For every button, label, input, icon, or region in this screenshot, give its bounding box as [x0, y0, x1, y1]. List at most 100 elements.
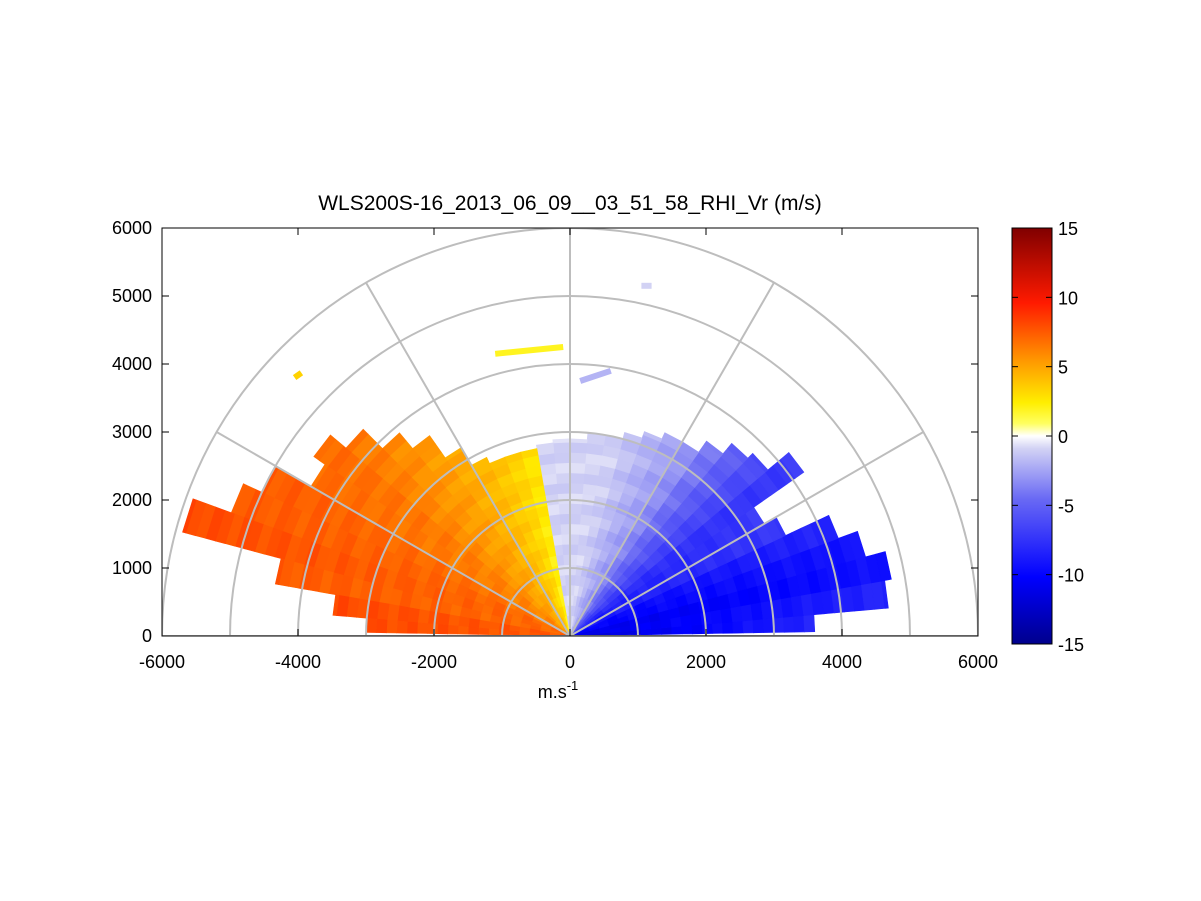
range-gate-cell: [447, 614, 460, 627]
y-tick-label: 3000: [112, 422, 152, 442]
range-gate-cell: [691, 624, 703, 635]
range-gate-cell: [406, 621, 418, 634]
y-tick-label: 4000: [112, 354, 152, 374]
colorbar-tick-label: -10: [1058, 566, 1084, 586]
range-gate-cell: [803, 614, 816, 633]
velocity-sector: [569, 440, 724, 636]
range-gate-cell: [726, 442, 749, 464]
range-gate-cell: [752, 618, 765, 634]
x-axis-label-base: m.s: [538, 682, 567, 702]
range-gate-cell: [819, 514, 839, 543]
isolated-echo: [579, 367, 612, 384]
range-gate-cell: [847, 530, 866, 560]
range-gate-cell: [518, 631, 530, 636]
velocity-sector: [382, 432, 571, 636]
range-gate-cell: [457, 625, 469, 635]
x-tick-label: -6000: [139, 652, 185, 672]
range-gate-cell: [561, 543, 571, 556]
range-gate-cell: [711, 622, 724, 634]
range-gate-cell: [578, 523, 590, 536]
y-tick-label: 1000: [112, 558, 152, 578]
azimuth-spoke: [569, 282, 775, 636]
range-gate-cell: [498, 629, 510, 636]
isolated-echoes: [292, 282, 652, 384]
y-tick-label: 0: [142, 626, 152, 646]
range-gate-cell: [780, 451, 805, 479]
azimuth-spoke: [365, 282, 571, 636]
velocity-sector: [569, 442, 749, 636]
colorbar-tick-label: 0: [1058, 427, 1068, 447]
range-gate-cell: [569, 438, 588, 444]
range-gate-cell: [580, 503, 594, 516]
x-tick-label: 2000: [686, 652, 726, 672]
range-gate-cell: [569, 543, 579, 556]
range-gate-cell: [427, 610, 440, 625]
x-tick-label: 0: [565, 652, 575, 672]
range-gate-cell: [437, 624, 449, 635]
range-gate-cell: [569, 452, 587, 464]
velocity-sector: [261, 465, 571, 636]
azimuth-spoke: [216, 431, 571, 636]
range-gate-cell: [749, 452, 769, 473]
range-gate-cell: [554, 462, 571, 474]
isolated-echo: [494, 344, 564, 357]
range-gate-cell: [508, 630, 520, 636]
range-gate-cell: [690, 612, 703, 626]
range-gate-cell: [722, 621, 734, 634]
range-gate-cell: [582, 483, 597, 496]
range-gate-cell: [560, 533, 571, 545]
range-gate-cell: [569, 482, 584, 495]
range-gate-cell: [552, 441, 571, 454]
velocity-sector: [313, 434, 571, 636]
range-gate-cell: [332, 594, 340, 616]
range-gate-cell: [710, 609, 723, 624]
range-gate-cell: [543, 483, 558, 496]
range-gate-cell: [535, 442, 555, 456]
velocity-sector: [332, 594, 571, 636]
range-gate-cell: [569, 523, 581, 535]
range-gate-cell: [544, 493, 559, 506]
y-axis-ticks: 0 1000 2000 3000 4000 5000 6000: [112, 218, 978, 646]
velocity-sector: [569, 452, 769, 636]
range-gate-cell: [704, 440, 724, 457]
colorbar-tick-label: 5: [1058, 358, 1068, 378]
velocity-sector: [569, 432, 643, 636]
azimuth-spoke: [569, 431, 924, 636]
x-tick-label: -4000: [275, 652, 321, 672]
x-axis-ticks: -6000 -4000 -2000 0 2000 4000 6000: [139, 228, 998, 672]
range-gate-cell: [457, 616, 470, 628]
range-gate-cell: [557, 492, 571, 505]
range-gate-cell: [576, 544, 587, 556]
range-gate-cell: [555, 472, 571, 484]
range-gate-cell: [477, 627, 490, 635]
velocity-sector: [230, 483, 571, 636]
range-gate-cell: [556, 482, 571, 495]
plot-area: -6000 -4000 -2000 0 2000 4000 6000 0 1000 2000 30…: [112, 218, 998, 672]
colorbar-tick-label: -5: [1058, 496, 1074, 516]
range-gate-cell: [552, 438, 571, 444]
range-gate-cell: [569, 472, 585, 484]
range-gate-cell: [700, 610, 713, 625]
range-gate-cell: [558, 513, 571, 525]
x-tick-label: -2000: [411, 652, 457, 672]
range-gate-cell: [416, 622, 429, 634]
y-tick-label: 5000: [112, 286, 152, 306]
velocity-sector: [569, 432, 606, 636]
range-gate-cell: [875, 551, 892, 582]
range-gate-cell: [793, 615, 805, 633]
range-gate-cell: [426, 623, 439, 635]
range-gate-cell: [546, 503, 560, 516]
range-gate-cell: [681, 624, 693, 635]
range-gate-cell: [478, 619, 490, 630]
range-gate-cell: [569, 503, 582, 515]
x-axis-label-exponent: -1: [567, 678, 579, 693]
range-gate-cell: [577, 534, 589, 546]
range-gate-cell: [642, 431, 663, 443]
velocity-sector: [569, 451, 805, 636]
colorbar-tick-label: 10: [1058, 288, 1078, 308]
velocity-sector: [569, 434, 624, 636]
velocity-sectors: [182, 428, 892, 636]
range-gate-cell: [569, 492, 583, 505]
y-tick-label: 2000: [112, 490, 152, 510]
range-gate-cell: [569, 441, 588, 454]
